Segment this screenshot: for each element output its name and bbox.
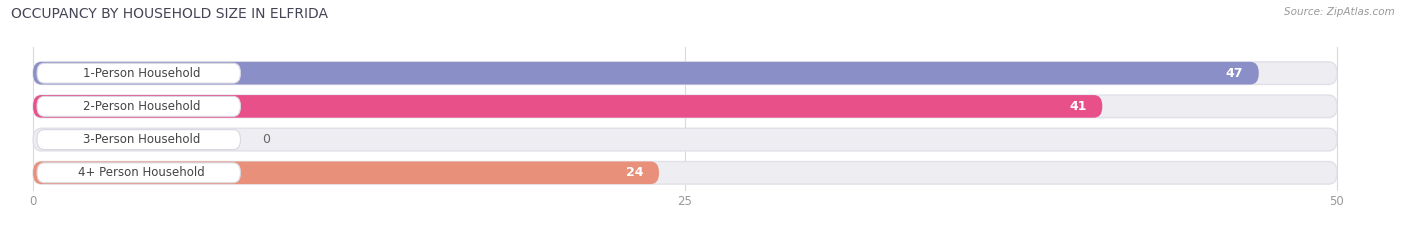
Text: OCCUPANCY BY HOUSEHOLD SIZE IN ELFRIDA: OCCUPANCY BY HOUSEHOLD SIZE IN ELFRIDA bbox=[11, 7, 328, 21]
FancyBboxPatch shape bbox=[34, 128, 1337, 151]
FancyBboxPatch shape bbox=[37, 96, 240, 116]
Text: 3-Person Household: 3-Person Household bbox=[83, 133, 200, 146]
Text: 2-Person Household: 2-Person Household bbox=[83, 100, 200, 113]
Text: 24: 24 bbox=[626, 166, 644, 179]
Text: 1-Person Household: 1-Person Household bbox=[83, 67, 200, 80]
Text: Source: ZipAtlas.com: Source: ZipAtlas.com bbox=[1284, 7, 1395, 17]
FancyBboxPatch shape bbox=[34, 62, 1337, 84]
FancyBboxPatch shape bbox=[37, 63, 240, 83]
FancyBboxPatch shape bbox=[34, 95, 1102, 118]
FancyBboxPatch shape bbox=[37, 163, 240, 183]
FancyBboxPatch shape bbox=[34, 95, 1337, 118]
Text: 4+ Person Household: 4+ Person Household bbox=[77, 166, 205, 179]
Text: 0: 0 bbox=[263, 133, 270, 146]
FancyBboxPatch shape bbox=[34, 161, 1337, 184]
FancyBboxPatch shape bbox=[34, 62, 1258, 84]
Text: 47: 47 bbox=[1226, 67, 1243, 80]
Text: 41: 41 bbox=[1069, 100, 1087, 113]
FancyBboxPatch shape bbox=[37, 130, 240, 150]
FancyBboxPatch shape bbox=[34, 161, 659, 184]
